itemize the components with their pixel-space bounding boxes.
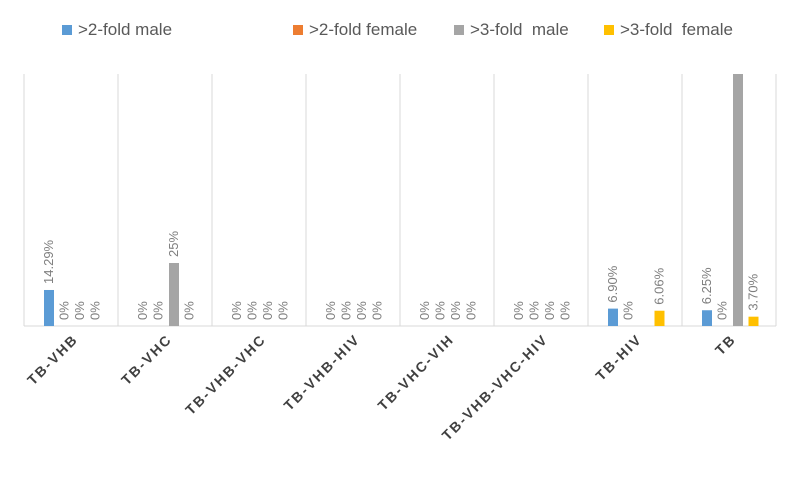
category-label-tb-vhb: TB-VHB [24, 331, 81, 388]
data-label-tb-vhc-series-3: 25% [166, 231, 181, 257]
data-label-tb-vhb-vhc-series-1: 0% [229, 301, 244, 320]
data-label-tb-hiv-series-4: 6.06% [652, 267, 667, 304]
data-label-tb-series-4: 3.70% [746, 273, 761, 310]
legend-label-series-2: >2-fold female [309, 20, 418, 39]
data-label-tb-vhb-series-2: 0% [57, 301, 72, 320]
data-label-tb-vhb-vhc-hiv-series-2: 0% [527, 301, 542, 320]
data-label-tb-hiv-series-1: 6.90% [605, 265, 620, 302]
legend-swatch-series-3 [454, 25, 464, 35]
data-label-tb-vhc-vih-series-4: 0% [464, 301, 479, 320]
legend-item-series-1: >2-fold male [62, 20, 172, 40]
data-label-tb-vhb-hiv-series-3: 0% [354, 301, 369, 320]
category-label-tb-vhb-vhc-hiv: TB-VHB-VHC-HIV [439, 331, 552, 444]
data-label-tb-vhc-vih-series-2: 0% [433, 301, 448, 320]
category-label-tb-vhb-vhc: TB-VHB-VHC [182, 331, 269, 418]
data-label-tb-vhb-hiv-series-1: 0% [323, 301, 338, 320]
legend-item-series-2: >2-fold female [293, 20, 417, 40]
category-label-tb: TB [712, 331, 739, 358]
data-label-tb-series-1: 6.25% [699, 267, 714, 304]
data-label-tb-vhb-vhc-hiv-series-4: 0% [558, 301, 573, 320]
data-label-tb-vhc-series-2: 0% [151, 301, 166, 320]
data-label-tb-vhb-hiv-series-4: 0% [370, 301, 385, 320]
legend-label-series-3: >3-fold male [470, 20, 569, 39]
data-label-tb-vhc-vih-series-1: 0% [417, 301, 432, 320]
data-label-tb-vhb-vhc-series-4: 0% [276, 301, 291, 320]
data-label-tb-vhc-series-4: 0% [182, 301, 197, 320]
bar-tb-hiv-series-4 [654, 310, 665, 326]
data-label-tb-vhb-vhc-hiv-series-1: 0% [511, 301, 526, 320]
data-label-tb-vhb-series-3: 0% [72, 301, 87, 320]
data-label-tb-vhc-vih-series-3: 0% [448, 301, 463, 320]
legend-label-series-1: >2-fold male [78, 20, 173, 39]
category-label-tb-vhb-hiv: TB-VHB-HIV [280, 331, 363, 414]
category-label-tb-vhc: TB-VHC [118, 331, 175, 388]
data-label-tb-vhb-hiv-series-2: 0% [339, 301, 354, 320]
bar-tb-series-4 [748, 316, 759, 326]
legend-swatch-series-4 [604, 25, 614, 35]
category-label-tb-hiv: TB-HIV [592, 331, 645, 384]
data-label-tb-vhb-vhc-series-2: 0% [245, 301, 260, 320]
legend-item-series-4: >3-fold female [604, 20, 733, 40]
bar-tb-vhb-series-1 [44, 289, 54, 326]
data-label-tb-vhb-series-1: 14.29% [41, 239, 56, 284]
legend-swatch-series-2 [293, 25, 303, 35]
bar-tb-vhc-series-3 [169, 263, 179, 326]
data-label-tb-vhb-series-4: 0% [88, 301, 103, 320]
legend-label-series-4: >3-fold female [620, 20, 733, 39]
data-label-tb-vhb-vhc-hiv-series-3: 0% [542, 301, 557, 320]
legend-swatch-series-1 [62, 25, 72, 35]
data-label-tb-hiv-series-2: 0% [621, 301, 636, 320]
legend: >2-fold male >2-fold female >3-fold male… [0, 20, 800, 44]
bar-tb-series-1 [702, 310, 712, 326]
data-label-tb-vhb-vhc-series-3: 0% [260, 301, 275, 320]
data-label-tb-vhc-series-1: 0% [135, 301, 150, 320]
data-label-tb-series-2: 0% [715, 301, 730, 320]
bar-tb-series-3 [733, 74, 743, 326]
bar-tb-hiv-series-1 [608, 308, 618, 326]
category-label-tb-vhc-vih: TB-VHC-VIH [374, 331, 457, 414]
legend-item-series-3: >3-fold male [454, 20, 569, 40]
